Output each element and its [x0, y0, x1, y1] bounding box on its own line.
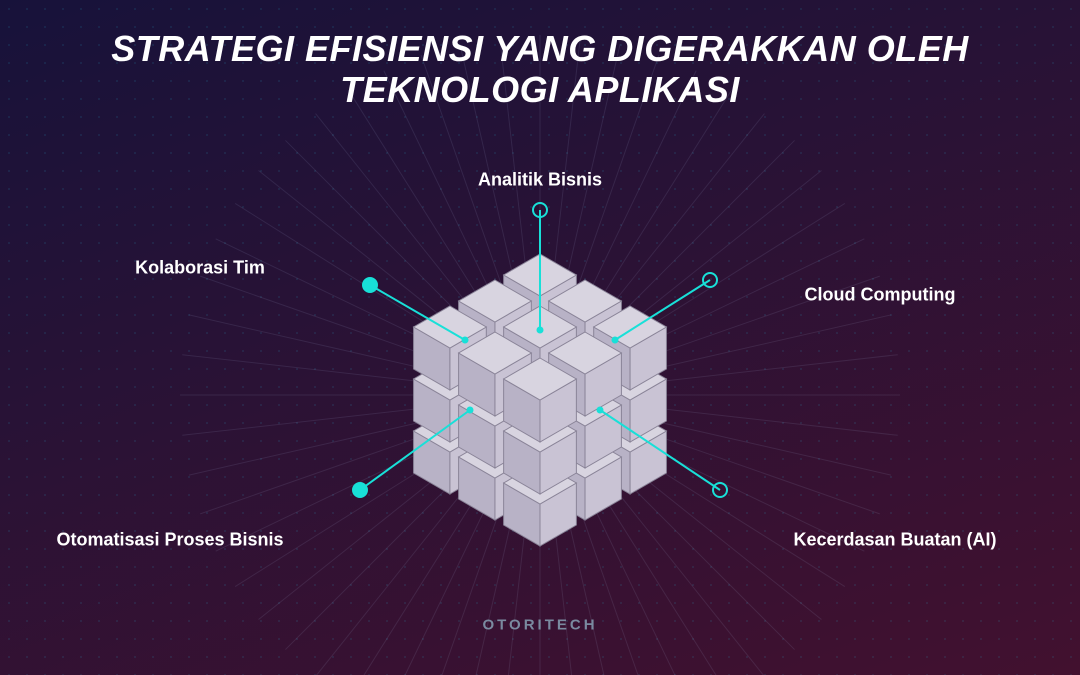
callout-label-cloud-computing: Cloud Computing — [805, 285, 956, 306]
callout-label-kolaborasi-tim: Kolaborasi Tim — [135, 258, 265, 279]
page-title: STRATEGI EFISIENSI YANG DIGERAKKAN OLEH … — [70, 28, 1010, 111]
callout-label-kecerdasan-buatan: Kecerdasan Buatan (AI) — [793, 530, 996, 551]
brand-label: OTORITECH — [482, 617, 597, 634]
callout-label-otomatisasi-proses-bisnis: Otomatisasi Proses Bisnis — [56, 530, 283, 551]
callout-label-analitik-bisnis: Analitik Bisnis — [478, 170, 602, 191]
content-layer: STRATEGI EFISIENSI YANG DIGERAKKAN OLEH … — [0, 0, 1080, 675]
